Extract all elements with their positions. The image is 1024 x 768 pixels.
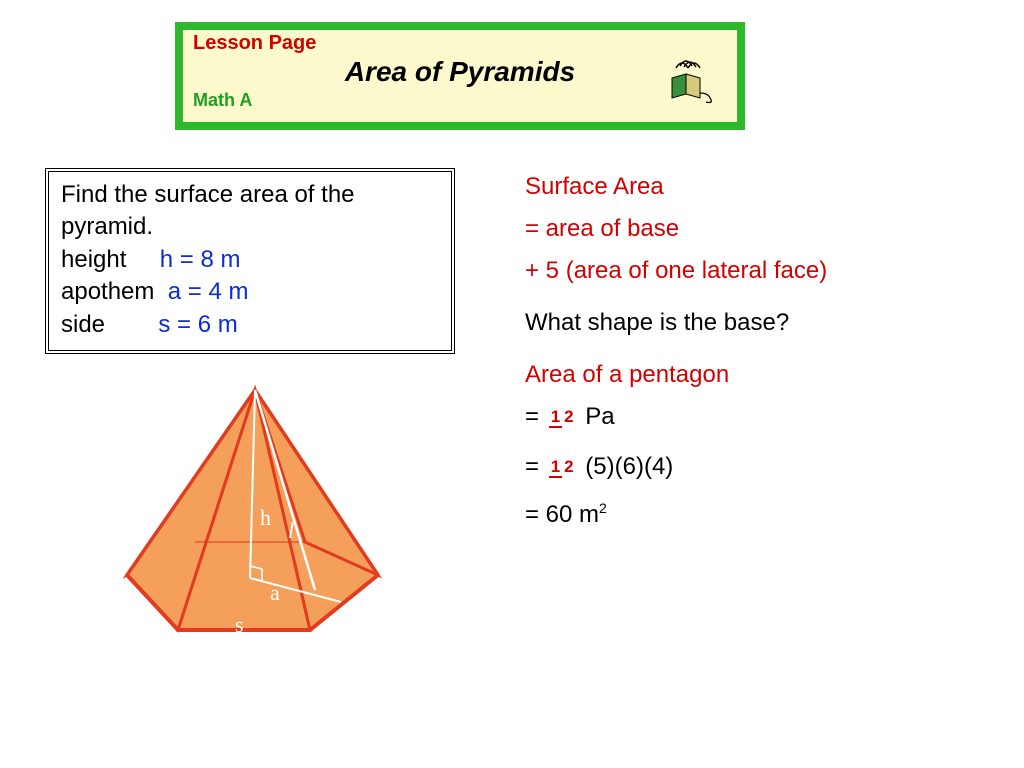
problem-prompt: Find the surface area of the pyramid. [61,179,439,244]
pyramid-diagram: h l a s [105,380,405,680]
fraction-half-2: 12 [549,458,576,475]
surface-area-heading: Surface Area [525,175,985,199]
surface-area-line1: = area of base [525,217,985,241]
pyramid-label-a: a [270,580,280,606]
pyramid-label-h: h [260,505,271,531]
fraction-half-1: 12 [549,408,576,425]
lesson-page-label: Lesson Page [193,32,727,54]
surface-area-line2: + 5 (area of one lateral face) [525,259,985,283]
result-line: = 60 m2 [525,501,985,527]
page-title: Area of Pyramids [193,56,727,88]
book-icon [664,60,719,115]
calculation-line: = 12 (5)(6)(4) [525,455,985,479]
pyramid-label-l: l [288,518,294,544]
pentagon-area-heading: Area of a pentagon [525,363,985,387]
formula-line: = 12 Pa [525,405,985,429]
base-shape-question: What shape is the base? [525,311,985,335]
problem-box: Find the surface area of the pyramid. he… [45,168,455,354]
param-height: height h = 8 m [61,244,439,276]
pyramid-label-s: s [235,612,244,638]
solution-text: Surface Area = area of base + 5 (area of… [525,175,985,545]
lesson-header: Lesson Page Area of Pyramids Math A [175,22,745,130]
param-apothem: apothem a = 4 m [61,276,439,308]
subject-label: Math A [193,90,727,111]
param-side: side s = 6 m [61,309,439,341]
